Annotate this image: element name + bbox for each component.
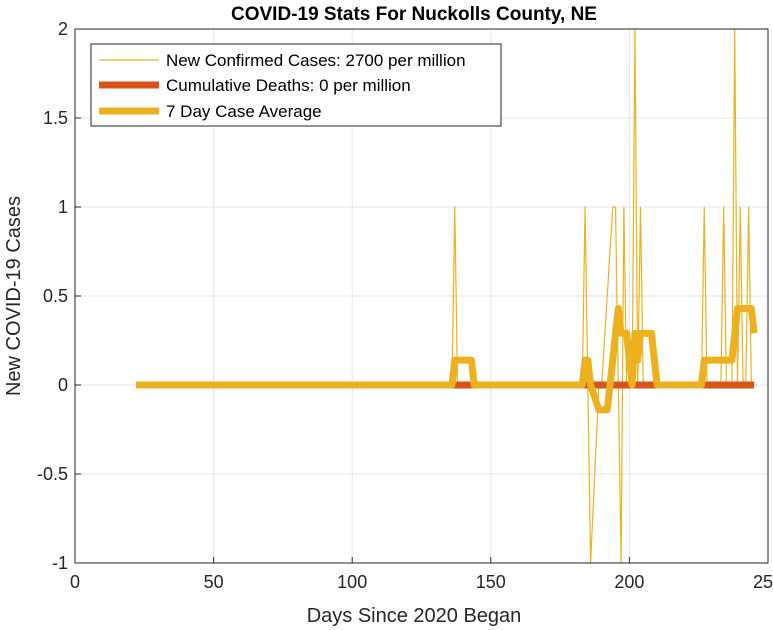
data-lines: [135, 28, 758, 564]
x-tick-label: 100: [337, 572, 367, 592]
y-tick-label: 1.5: [43, 108, 68, 128]
chart-title: COVID-19 Stats For Nuckolls County, NE: [231, 4, 597, 25]
y-tick-label: 1: [58, 197, 68, 217]
x-tick-label: 250: [753, 572, 773, 592]
legend: New Confirmed Cases: 2700 per million Cu…: [90, 43, 502, 127]
legend-label-new-cases: New Confirmed Cases: 2700 per million: [166, 51, 466, 70]
x-tick-label: 50: [204, 572, 224, 592]
legend-label-average: 7 Day Case Average: [166, 102, 322, 121]
y-tick-label: 2: [58, 19, 68, 39]
y-tick-label: 0.5: [43, 286, 68, 306]
x-tick-label: 0: [70, 572, 80, 592]
y-tick-label: -1: [52, 553, 68, 573]
y-tick-label: 0: [58, 375, 68, 395]
y-axis-label: New COVID-19 Cases: [3, 196, 25, 396]
x-axis-label: Days Since 2020 Began: [307, 605, 522, 627]
x-tick-label: 200: [614, 572, 644, 592]
legend-box: [90, 43, 502, 127]
ticks: 0 50 100 150 200 250 -1 -0.5 0 0.5 1 1.5 2: [37, 19, 773, 592]
y-tick-label: -0.5: [37, 464, 68, 484]
x-tick-label: 150: [476, 572, 506, 592]
legend-label-deaths: Cumulative Deaths: 0 per million: [166, 76, 411, 95]
seven-day-average-line: [135, 304, 758, 414]
